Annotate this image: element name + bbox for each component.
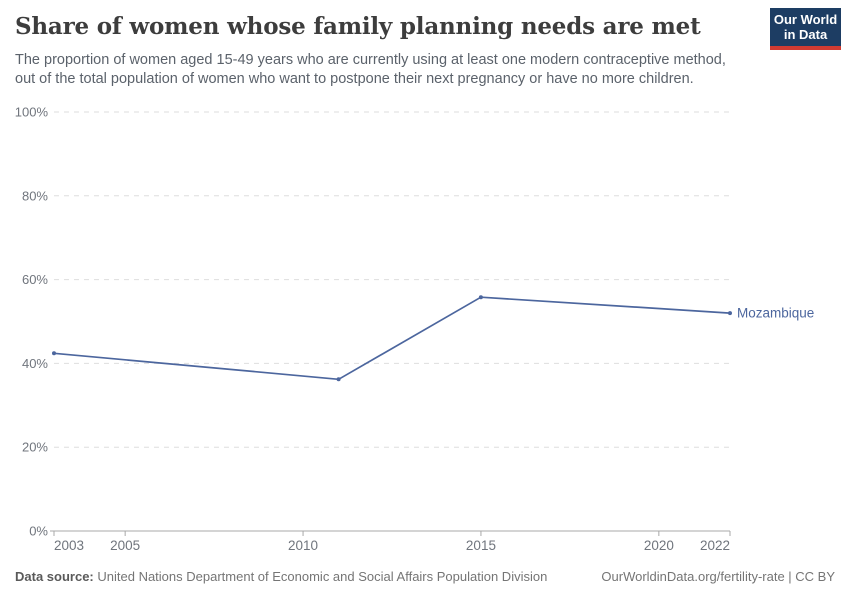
series-label-mozambique[interactable]: Mozambique [737, 306, 814, 321]
x-tick-label: 2003 [54, 538, 84, 553]
x-tick-label: 2010 [288, 538, 318, 553]
data-point-2011[interactable] [336, 377, 341, 382]
owid-logo-line1: Our World [773, 11, 838, 27]
subtitle-line1: The proportion of women aged 15-49 years… [15, 52, 726, 68]
y-tick-label: 80% [22, 188, 48, 203]
subtitle-line2: out of the total population of women who… [15, 70, 694, 87]
x-tick-label: 2015 [466, 538, 496, 553]
owid-logo[interactable]: Our World in Data [770, 8, 841, 50]
data-point-2015[interactable] [478, 295, 483, 300]
data-source-text: United Nations Department of Economic an… [97, 569, 548, 584]
x-tick-label: 2022 [700, 538, 730, 553]
series-line-mozambique [53, 296, 731, 381]
page-title: Share of women whose family planning nee… [15, 13, 701, 40]
data-source-label: Data source: [15, 569, 94, 584]
data-source: Data source: United Nations Department o… [15, 569, 547, 584]
y-tick-label: 40% [22, 356, 48, 371]
credit-link[interactable]: OurWorldinData.org/fertility-rate | CC B… [601, 569, 835, 584]
x-tick-label: 2005 [110, 538, 140, 553]
data-point-2003[interactable] [52, 351, 56, 356]
owid-logo-line2: in Data [783, 27, 828, 42]
y-tick-label: 0% [29, 524, 48, 539]
y-tick-label: 60% [22, 272, 48, 287]
x-tick-label: 2020 [644, 538, 674, 553]
y-tick-label: 20% [22, 440, 48, 455]
y-tick-label: 100% [15, 105, 49, 120]
chart-subtitle: The proportion of women aged 15-49 years… [15, 51, 726, 88]
data-point-2022[interactable] [728, 311, 732, 316]
